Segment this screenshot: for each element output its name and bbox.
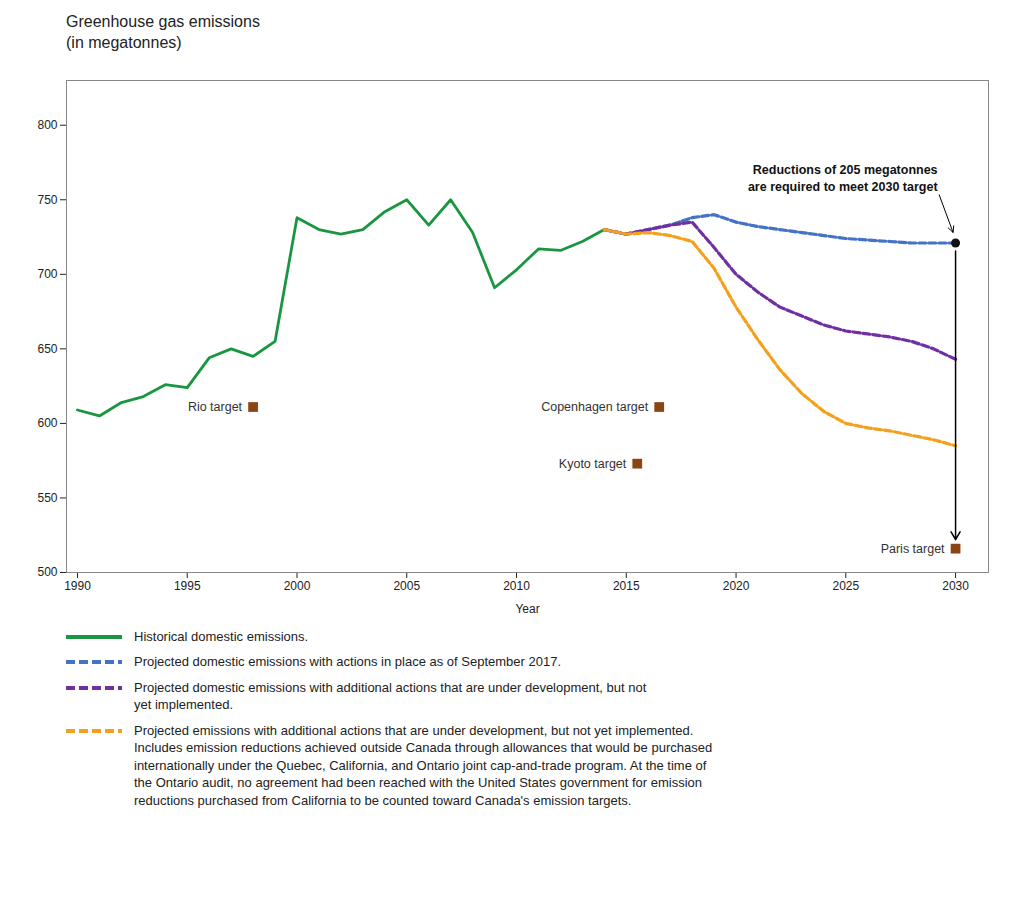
- svg-text:Copenhagen target: Copenhagen target: [541, 400, 649, 414]
- svg-text:600: 600: [37, 416, 57, 430]
- svg-text:750: 750: [37, 192, 57, 206]
- html-text:Historical domestic emissions.: Historical domestic emissions.: [134, 628, 309, 644]
- svg-text:700: 700: [37, 267, 57, 281]
- html-text:Greenhouse gas emissions (in m: Greenhouse gas emissions (in megatonnes): [66, 13, 260, 51]
- svg-text:2010: 2010: [503, 579, 530, 593]
- svg-text:Reductions of 205 megatonnesar: Reductions of 205 megatonnesare required…: [748, 163, 938, 194]
- svg-text:1990: 1990: [64, 579, 91, 593]
- svg-text:500: 500: [37, 565, 57, 579]
- svg-text:2000: 2000: [284, 579, 311, 593]
- svg-text:2015: 2015: [613, 579, 640, 593]
- svg-text:2005: 2005: [393, 579, 420, 593]
- html-text:Projected domestic emissions w: Projected domestic emissions with additi…: [134, 679, 647, 713]
- svg-text:650: 650: [37, 341, 57, 355]
- svg-text:Year: Year: [515, 601, 539, 615]
- svg-text:1995: 1995: [174, 579, 201, 593]
- svg-text:Paris target: Paris target: [881, 541, 945, 555]
- svg-text:Kyoto target: Kyoto target: [559, 456, 627, 470]
- svg-text:550: 550: [37, 490, 57, 504]
- svg-text:Rio target: Rio target: [188, 400, 243, 414]
- svg-text:2030: 2030: [942, 579, 969, 593]
- svg-text:2020: 2020: [723, 579, 750, 593]
- svg-text:2025: 2025: [832, 579, 859, 593]
- svg-text:800: 800: [37, 118, 57, 132]
- html-text:Projected emissions with addit: Projected emissions with additional acti…: [134, 722, 713, 808]
- html-text:Projected domestic emissions w: Projected domestic emissions with action…: [134, 654, 562, 670]
